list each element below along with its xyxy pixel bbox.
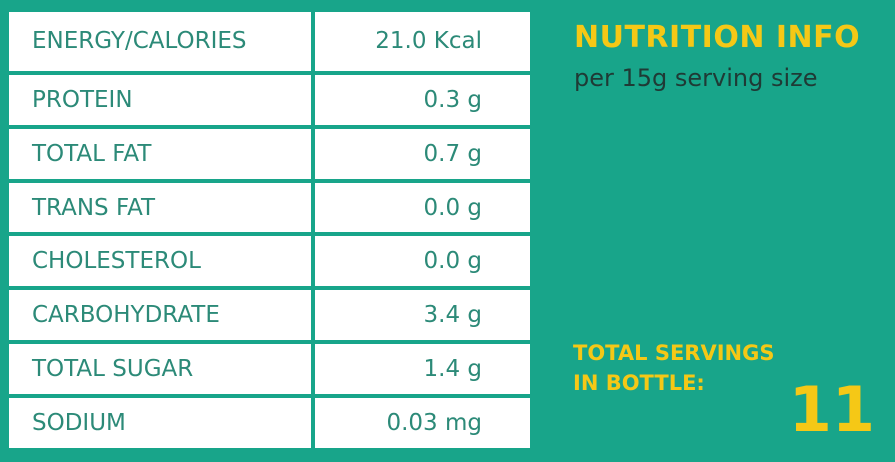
nutrition-table: ENERGY/CALORIES 21.0 Kcal PROTEIN 0.3 g … <box>9 12 530 448</box>
nutrient-name: SODIUM <box>9 398 311 448</box>
table-row: SODIUM 0.03 mg <box>9 398 530 448</box>
table-row: CARBOHYDRATE 3.4 g <box>9 290 530 341</box>
nutrient-name: CHOLESTEROL <box>9 236 311 287</box>
table-row: TOTAL SUGAR 1.4 g <box>9 344 530 395</box>
servings-count: 11 <box>788 373 875 446</box>
nutrient-value: 0.0 g <box>315 182 530 233</box>
nutrient-name: ENERGY/CALORIES <box>9 12 311 71</box>
nutrient-value: 0.3 g <box>315 74 530 125</box>
nutrient-value: 1.4 g <box>315 344 530 395</box>
nutrient-name: PROTEIN <box>9 74 311 125</box>
table-row: ENERGY/CALORIES 21.0 Kcal <box>9 12 530 71</box>
table-row: PROTEIN 0.3 g <box>9 74 530 125</box>
nutrient-value: 21.0 Kcal <box>315 12 530 71</box>
nutrient-value: 0.7 g <box>315 128 530 179</box>
page-title: NUTRITION INFO <box>574 20 861 55</box>
nutrient-value: 0.0 g <box>315 236 530 287</box>
table-row: TRANS FAT 0.0 g <box>9 182 530 233</box>
total-servings-label: TOTAL SERVINGS IN BOTTLE: <box>573 338 774 398</box>
nutrient-name: TOTAL FAT <box>9 128 311 179</box>
nutrient-name: TRANS FAT <box>9 182 311 233</box>
servings-label-line1: TOTAL SERVINGS <box>573 341 775 365</box>
table-row: CHOLESTEROL 0.0 g <box>9 236 530 287</box>
nutrient-name: CARBOHYDRATE <box>9 290 311 341</box>
table-row: TOTAL FAT 0.7 g <box>9 128 530 179</box>
servings-label-line2: IN BOTTLE: <box>573 371 705 395</box>
nutrient-value: 3.4 g <box>315 290 530 341</box>
nutrient-value: 0.03 mg <box>315 398 530 448</box>
serving-size-subtitle: per 15g serving size <box>574 64 818 92</box>
nutrient-name: TOTAL SUGAR <box>9 344 311 395</box>
